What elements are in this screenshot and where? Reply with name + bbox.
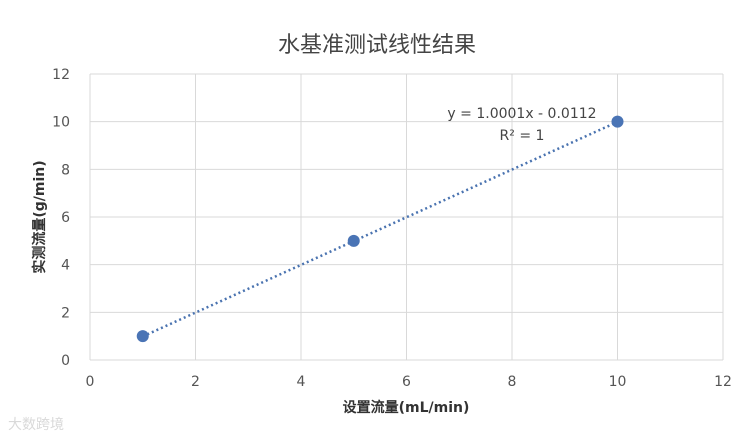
data-point	[611, 115, 624, 128]
y-tick-label: 2	[61, 305, 70, 321]
y-tick-label: 0	[61, 353, 70, 369]
trendline-equation: y = 1.0001x - 0.0112	[447, 106, 596, 122]
y-tick-label: 6	[61, 210, 70, 226]
x-tick-label: 12	[714, 374, 732, 390]
x-tick-label: 6	[402, 374, 411, 390]
y-axis-ticks: 0 2 4 6 8 10 12	[52, 67, 70, 369]
y-axis-label: 实测流量(g/min)	[31, 160, 48, 273]
y-tick-label: 4	[61, 258, 70, 274]
y-tick-label: 10	[52, 115, 70, 131]
x-tick-label: 4	[297, 374, 306, 390]
linear-trendline	[142, 120, 619, 338]
y-tick-label: 12	[52, 67, 70, 83]
chart-title: 水基准测试线性结果	[278, 33, 476, 58]
data-points	[136, 115, 624, 343]
x-tick-label: 10	[609, 374, 627, 390]
x-tick-label: 0	[86, 374, 95, 390]
x-axis-label: 设置流量(mL/min)	[343, 399, 470, 416]
x-tick-label: 8	[508, 374, 517, 390]
x-tick-label: 2	[191, 374, 200, 390]
data-point	[347, 234, 360, 247]
r-squared-label: R² = 1	[500, 128, 545, 144]
watermark-text: 大数跨境	[8, 417, 64, 433]
x-axis-ticks: 0 2 4 6 8 10 12	[86, 374, 732, 390]
trendline-layer	[142, 120, 619, 338]
data-point	[136, 330, 149, 343]
y-tick-label: 8	[61, 162, 70, 178]
